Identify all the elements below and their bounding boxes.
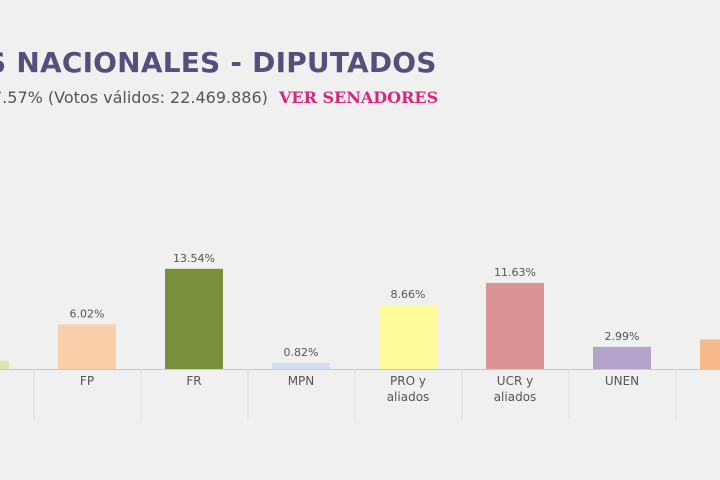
bar-7 <box>593 346 651 369</box>
data-label: 6.02% <box>70 307 105 320</box>
bar-1 <box>0 360 9 369</box>
bar-3 <box>165 268 223 369</box>
category-label: FP <box>80 374 94 388</box>
vote-summary-text: 7.57% (Votos válidos: 22.469.886) <box>0 88 268 107</box>
bar-8 <box>700 339 720 369</box>
category-label: UNEN <box>605 374 639 388</box>
vote-summary: 7.57% (Votos válidos: 22.469.886) VER SE… <box>0 88 438 107</box>
category-label: MPN <box>288 374 315 388</box>
category-label: PRO y aliados <box>387 374 430 404</box>
bar-5 <box>379 304 437 369</box>
data-label: 2.99% <box>605 330 640 343</box>
bar-6 <box>486 282 544 369</box>
data-label: 11.63% <box>494 266 536 279</box>
data-label: 13.54% <box>173 252 215 265</box>
category-label: UCR y aliados <box>494 374 537 404</box>
bar-4 <box>272 362 330 369</box>
category-label: FR <box>186 374 201 388</box>
bar-2 <box>58 324 116 369</box>
data-label: 8.66% <box>391 288 426 301</box>
page-title: S NACIONALES - DIPUTADOS <box>0 46 437 79</box>
data-label: 0.82% <box>284 346 319 359</box>
ver-senadores-link[interactable]: VER SENADORES <box>279 88 439 107</box>
